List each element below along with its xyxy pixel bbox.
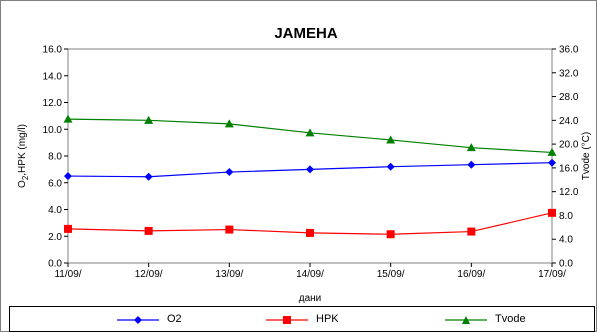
y2-tick-label: 12.0	[559, 187, 579, 198]
y-tick-label: 16.0	[43, 45, 63, 56]
y-axis-title-sub: 2	[21, 175, 30, 180]
data-point-o2	[386, 162, 395, 171]
legend: O2 HPK Tvode	[9, 306, 595, 332]
data-point-tvode	[466, 143, 476, 152]
y-tick-label: 10.0	[43, 125, 63, 136]
y2-tick-label: 8.0	[559, 211, 573, 222]
x-tick-label: 16/09/	[457, 269, 485, 280]
data-point-hpk	[548, 208, 556, 217]
data-point-tvode	[386, 135, 396, 144]
y-axis-ticks: 0.0 2.0 4.0 6.0 8.0 10.0 12.0 14.0 16.0	[43, 45, 68, 270]
legend-label-tvode: Tvode	[495, 313, 526, 325]
y2-tick-label: 28.0	[559, 92, 579, 103]
data-point-hpk	[225, 225, 234, 234]
data-point-tvode	[224, 119, 234, 128]
y2-axis-title: Tvode (°C)	[581, 132, 592, 180]
x-tick-label: 14/09/	[296, 269, 324, 280]
data-point-o2	[467, 160, 476, 169]
y-tick-label: 14.0	[43, 71, 63, 82]
x-tick-label: 17/09/	[538, 269, 566, 280]
data-point-hpk	[386, 230, 395, 239]
y2-tick-label: 4.0	[559, 235, 573, 246]
legend-label-hpk: HPK	[316, 313, 339, 325]
data-point-o2	[144, 172, 153, 181]
x-axis-ticks: 11/09/12/09/13/09/14/09/15/09/16/09/17/0…	[54, 263, 566, 280]
y-axis-title-rest: ,HPK (mg/l)	[17, 124, 28, 176]
data-point-tvode	[547, 147, 557, 156]
x-tick-label: 12/09/	[135, 269, 163, 280]
y-tick-label: 12.0	[43, 98, 63, 109]
x-tick-label: 11/09/	[54, 269, 81, 280]
data-point-o2	[64, 172, 72, 181]
y-tick-label: 4.0	[48, 205, 62, 216]
legend-marker-o2	[117, 316, 159, 324]
y2-tick-label: 0.0	[559, 259, 573, 270]
series-layer	[63, 114, 557, 239]
y2-tick-label: 24.0	[559, 116, 579, 127]
data-point-tvode	[305, 128, 315, 137]
y-tick-label: 8.0	[48, 152, 62, 163]
y-tick-label: 2.0	[48, 232, 62, 243]
data-point-hpk	[64, 224, 72, 233]
x-axis-title: дани	[299, 293, 322, 304]
data-point-hpk	[144, 226, 153, 235]
data-point-o2	[225, 168, 234, 177]
x-tick-label: 13/09/	[215, 269, 243, 280]
data-point-hpk	[306, 228, 314, 237]
y2-tick-label: 20.0	[559, 140, 579, 151]
data-point-o2	[548, 158, 556, 167]
y2-tick-label: 32.0	[559, 68, 579, 79]
legend-marker-hpk	[266, 316, 308, 324]
data-point-tvode	[144, 115, 154, 124]
data-point-o2	[306, 165, 314, 174]
y2-axis-ticks: 0.0 4.0 8.0 12.0 16.0 20.0 24.0 28.0 32.0 36.0	[552, 45, 579, 270]
y2-tick-label: 36.0	[559, 45, 579, 56]
legend-label-o2: O2	[167, 313, 182, 325]
data-point-tvode	[63, 114, 73, 123]
y-axis-title-base: O	[17, 180, 28, 188]
y-tick-label: 0.0	[48, 259, 62, 270]
chart-title: ЈАМЕНА	[274, 25, 338, 42]
y-axis-title: O2,HPK (mg/l)	[17, 124, 30, 188]
legend-marker-tvode	[445, 316, 487, 324]
data-point-hpk	[467, 227, 476, 236]
chart-canvas: ЈАМЕНА 0.0 2.0 4.0 6.0 8.0 10.0 12.0 14.0 16.0 0…	[17, 25, 592, 304]
x-tick-label: 15/09/	[377, 269, 405, 280]
y-tick-label: 6.0	[48, 178, 62, 189]
y2-tick-label: 16.0	[559, 163, 579, 174]
